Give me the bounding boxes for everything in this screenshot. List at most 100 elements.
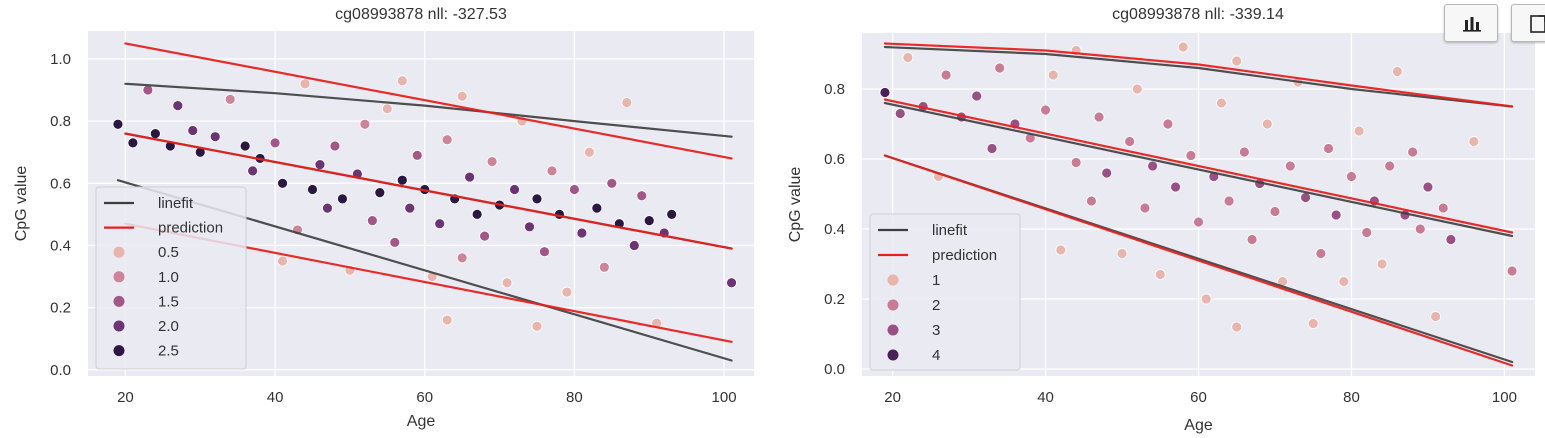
scatter-point	[1315, 248, 1327, 259]
x-tick-label: 100	[712, 389, 737, 406]
scatter-point	[396, 174, 408, 186]
legend: linefit prediction 0.5 1.0 1.5 2.0 2.5	[95, 186, 247, 370]
scatter-point	[239, 140, 251, 152]
scatter-point	[1430, 311, 1441, 322]
chart-title: cg08993878 nll: -339.14	[1112, 6, 1284, 23]
scatter-point	[441, 314, 453, 326]
y-tick-label: 0.2	[50, 300, 71, 317]
prediction-line	[124, 42, 733, 160]
y-tick-label: 0.0	[824, 361, 845, 378]
scatter-point	[1445, 234, 1457, 245]
scatter-point	[1223, 195, 1235, 207]
y-tick-label: 0.8	[50, 113, 71, 130]
scatter-point	[322, 202, 333, 214]
scatter-point	[1116, 248, 1128, 259]
chart-left: 20 40 60 80 100 0.0 0.2 0.4 0.6 0.8 1.0 cg08993878 …	[13, 6, 754, 430]
legend-prediction-label: prediction	[158, 220, 223, 237]
linefit-line	[124, 82, 733, 138]
scatter-point	[389, 236, 401, 248]
scatter-point	[1070, 157, 1082, 168]
legend-hue-marker	[113, 295, 125, 307]
scatter-point	[359, 118, 371, 130]
x-tick-label: 40	[267, 389, 284, 406]
scatter-point	[509, 184, 520, 195]
x-tick-label: 20	[884, 389, 901, 406]
scatter-point	[940, 69, 952, 81]
scatter-point	[1284, 160, 1296, 172]
scatter-point	[1147, 160, 1159, 172]
scatter-point	[1323, 143, 1334, 154]
linefit-line	[883, 101, 1514, 238]
bar-chart-icon	[1463, 17, 1481, 32]
scatter-point	[112, 118, 124, 130]
scatter-point	[479, 230, 491, 242]
scatter-point	[464, 171, 476, 183]
scatter-point	[187, 125, 199, 136]
scatter-point	[598, 261, 610, 273]
scatter-point	[366, 215, 378, 226]
legend-hue-label: 1.5	[158, 293, 179, 310]
y-tick-label: 0.6	[50, 175, 71, 192]
legend-frame	[869, 213, 1021, 371]
legend-linefit-label: linefit	[158, 195, 194, 212]
scatter-point	[1231, 321, 1243, 333]
scatter-point	[434, 218, 446, 230]
prediction-line	[883, 42, 1514, 108]
scatter-point	[1086, 195, 1097, 207]
scatter-point	[531, 320, 543, 332]
scatter-point	[1154, 269, 1166, 280]
prediction-line	[883, 98, 1514, 234]
y-tick-label: 0.0	[50, 362, 71, 379]
y-tick-label: 1.0	[50, 51, 71, 68]
y-tick-label: 0.2	[824, 291, 845, 308]
scatter-point	[456, 252, 468, 264]
legend-frame	[95, 186, 247, 370]
legend-hue-label: 1	[932, 272, 940, 289]
scatter-point	[621, 97, 633, 108]
scatter-point	[1131, 83, 1143, 95]
scatter-point	[561, 286, 573, 298]
scatter-point	[1246, 234, 1258, 245]
legend-hue-marker	[887, 324, 899, 336]
scatter-point	[1177, 41, 1189, 53]
scatter-point	[1139, 202, 1151, 214]
scatter-point	[994, 62, 1006, 74]
export-toolbar-button[interactable]	[1511, 4, 1545, 42]
scatter-point	[1047, 69, 1059, 81]
x-tick-label: 20	[117, 389, 134, 406]
scatter-point	[1346, 171, 1357, 182]
y-axis-label: CpG value	[13, 166, 30, 242]
legend-hue-label: 2	[932, 297, 940, 314]
scatter-point	[643, 215, 655, 226]
legend-hue-marker	[113, 271, 125, 283]
linefit-line	[883, 45, 1514, 108]
fit-lines	[883, 42, 1514, 367]
legend-prediction-label: prediction	[932, 247, 997, 264]
x-tick-label: 60	[1190, 389, 1207, 406]
scatter-point	[149, 128, 161, 139]
scatter-point	[404, 202, 416, 214]
scatter-point	[307, 184, 318, 195]
scatter-point	[1238, 146, 1250, 158]
scatter-point	[374, 187, 386, 199]
scatter-point	[531, 193, 543, 205]
scatter-point	[224, 93, 236, 105]
scatter-point	[1468, 136, 1480, 147]
scatter-point	[1437, 202, 1449, 214]
scatter-point	[894, 108, 906, 119]
scatter-point	[1384, 160, 1396, 172]
chart-title: cg08993878 nll: -327.53	[335, 6, 507, 23]
legend-hue-marker	[887, 349, 899, 361]
scatter-point	[1391, 66, 1403, 77]
scatter-point	[1407, 146, 1419, 158]
scatter-point	[1261, 118, 1273, 130]
scatter-point	[591, 202, 603, 214]
legend-hue-label: 2.0	[158, 318, 179, 335]
x-tick-label: 40	[1037, 389, 1054, 406]
scatter-point	[902, 52, 914, 63]
chart-toolbar-button[interactable]	[1444, 4, 1498, 42]
legend-hue-label: 2.5	[158, 343, 179, 360]
scatter-point	[971, 90, 983, 102]
scatter-point	[1040, 104, 1051, 116]
